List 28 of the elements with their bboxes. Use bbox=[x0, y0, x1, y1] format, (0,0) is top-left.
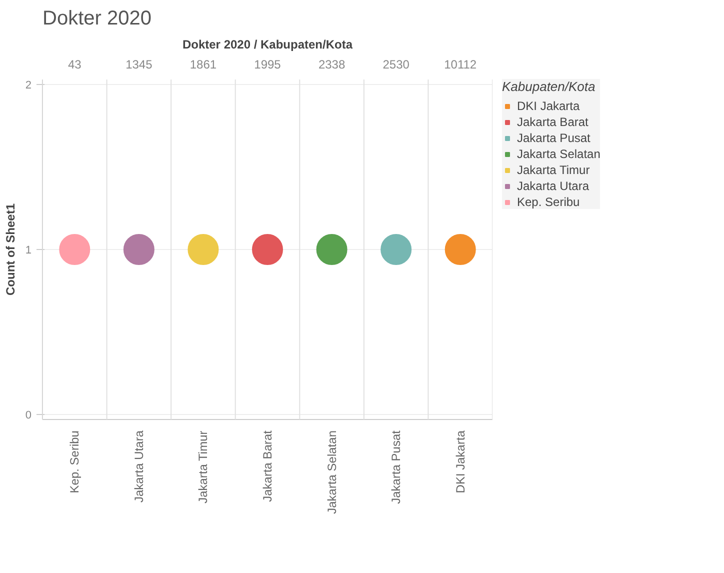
legend-label: Jakarta Barat bbox=[517, 115, 588, 129]
legend-label: DKI Jakarta bbox=[517, 99, 580, 113]
chart-title: Dokter 2020 bbox=[42, 8, 152, 30]
text: 1995 bbox=[254, 58, 282, 72]
x-tick-label: Jakarta Timur bbox=[196, 430, 210, 504]
x-tick-label: Jakarta Selatan bbox=[324, 430, 339, 514]
text: 43 bbox=[68, 58, 82, 72]
legend-label: Jakarta Pusat bbox=[517, 131, 590, 145]
text: 2530 bbox=[382, 58, 410, 72]
x-tick-label: DKI Jakarta bbox=[453, 430, 468, 494]
x-tick-label: Jakarta Pusat bbox=[389, 430, 404, 504]
legend-label: Jakarta Utara bbox=[517, 179, 590, 193]
x-tick-label: Jakarta Barat bbox=[260, 430, 274, 502]
legend-title: Kabupaten/Kota bbox=[502, 79, 596, 94]
y-tick-label: 0 bbox=[25, 410, 32, 422]
text: 10112 bbox=[444, 58, 477, 72]
legend-label: Kep. Seribu bbox=[517, 195, 580, 209]
y-axis-title: Count of Sheet1 bbox=[3, 203, 18, 296]
legend-label: Jakarta Timur bbox=[517, 163, 590, 177]
x-tick-label: Kep. Seribu bbox=[68, 430, 82, 494]
x2-axis-title: Dokter 2020 / Kabupaten/Kota bbox=[182, 38, 353, 52]
y-tick-label: 1 bbox=[25, 244, 32, 256]
text: 1345 bbox=[126, 58, 153, 72]
legend-label: Jakarta Selatan bbox=[517, 147, 600, 161]
y-tick-label: 2 bbox=[25, 79, 32, 92]
text: 2338 bbox=[318, 58, 346, 72]
x-tick-label: Jakarta Utara bbox=[132, 430, 146, 503]
text: 1861 bbox=[190, 58, 217, 72]
